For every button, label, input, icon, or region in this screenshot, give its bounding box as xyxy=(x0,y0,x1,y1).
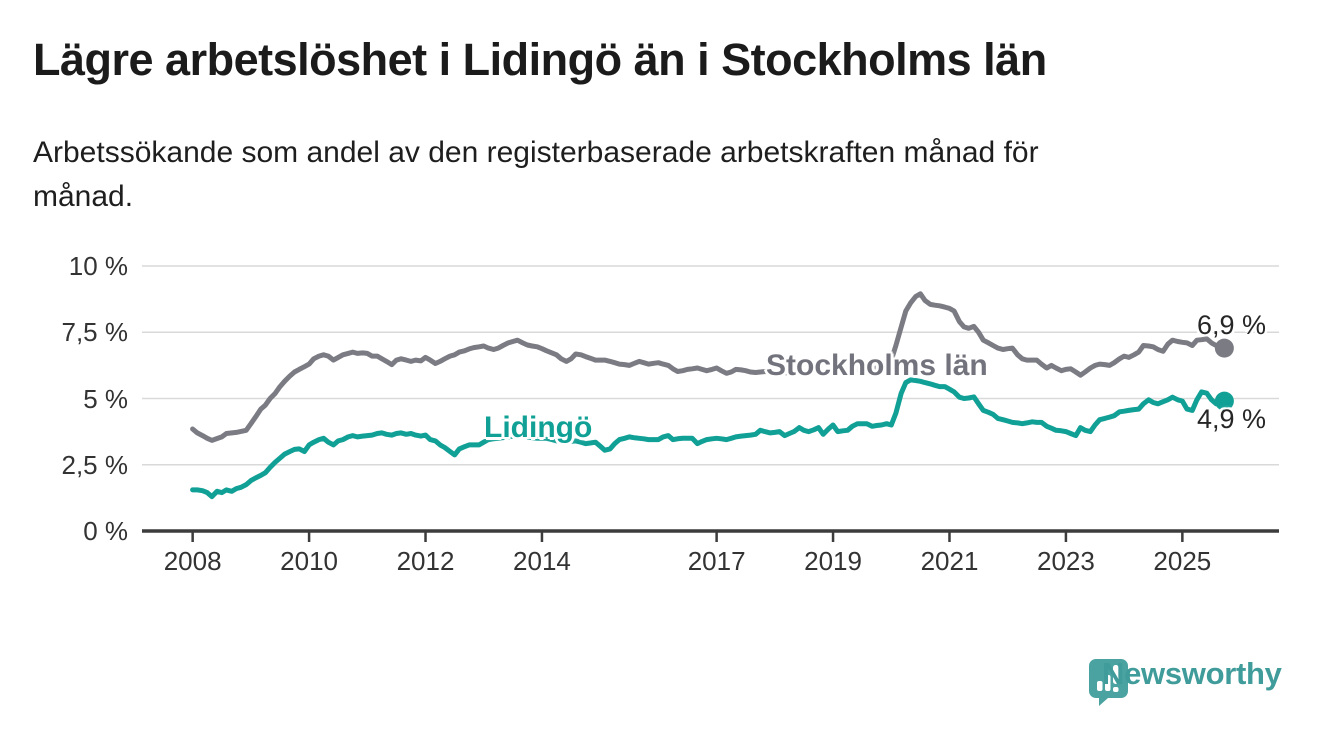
end-value-label-lidingo: 4,9 % xyxy=(1197,404,1267,434)
newsworthy-logo-text: Newsworthy xyxy=(1102,656,1282,691)
series-label-stockholms-lan: Stockholms län xyxy=(766,349,988,382)
stockholms-lan-line-series xyxy=(190,291,1224,443)
x-axis-tick-label: 2019 xyxy=(804,546,862,576)
page-title: Lägre arbetslöshet i Lidingö än i Stockh… xyxy=(33,34,1047,85)
x-axis-tick-label: 2023 xyxy=(1036,546,1095,576)
y-axis-tick-label: 0 % xyxy=(83,516,128,546)
y-axis-tick-label: 10 % xyxy=(68,251,128,281)
stockholms-lan-end-dot xyxy=(1214,338,1234,358)
newsworthy-logo: Newsworthy xyxy=(1088,656,1282,706)
lidingo-end-dot xyxy=(1214,391,1234,411)
x-axis-tick-label: 2021 xyxy=(920,546,979,576)
y-axis-tick-label: 2,5 % xyxy=(61,449,129,480)
x-axis-tick-label: 2017 xyxy=(687,546,746,576)
y-axis-tick-label: 5 % xyxy=(83,383,128,414)
x-axis-tick-label: 2010 xyxy=(280,546,338,576)
x-axis-tick-label: 2014 xyxy=(513,546,571,576)
subtitle-line-2: månad. xyxy=(33,180,134,213)
series-label-lidingo: Lidingö xyxy=(484,411,593,444)
x-axis-tick-label: 2012 xyxy=(396,546,455,576)
subtitle-line-1: Arbetssökande som andel av den registerb… xyxy=(33,136,1039,169)
x-axis-tick-label: 2025 xyxy=(1153,546,1212,576)
lidingo-line-series xyxy=(190,377,1224,500)
chart-subtitle: Arbetssökande som andel av den registerb… xyxy=(33,131,1293,219)
newsworthy-speech-bubble-bar-chart-icon xyxy=(1089,659,1128,706)
end-value-label-stockholms-lan: 6,9 % xyxy=(1197,310,1267,340)
x-axis-tick-label: 2008 xyxy=(163,546,222,576)
y-axis-tick-label: 7,5 % xyxy=(61,317,129,348)
